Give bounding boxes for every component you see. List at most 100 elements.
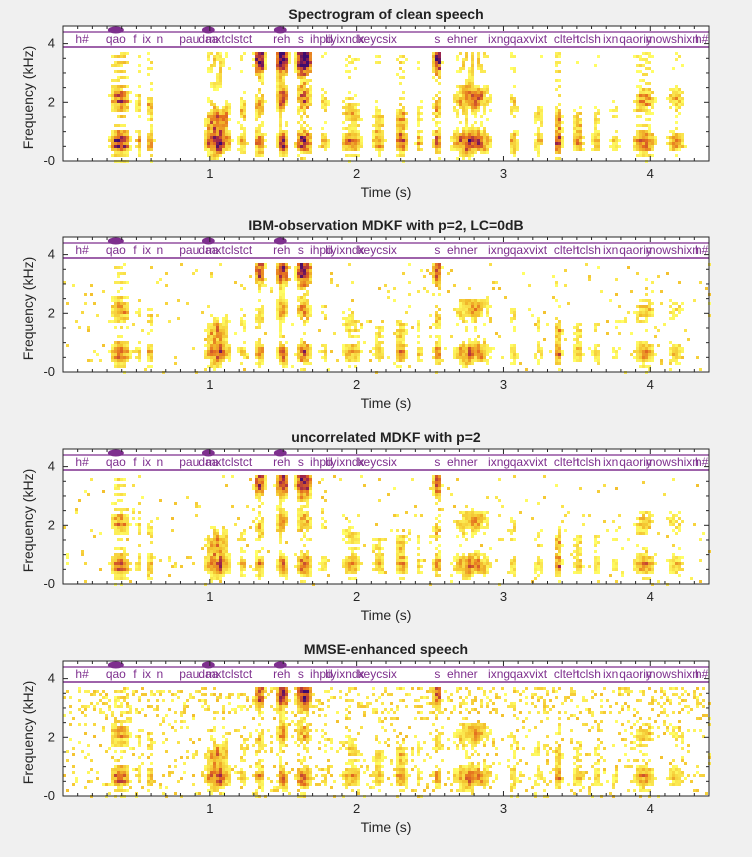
- heatmap-cell: [648, 148, 651, 151]
- heatmap-cell: [282, 523, 285, 526]
- heatmap-cell: [435, 151, 438, 154]
- heatmap-cell: [480, 139, 483, 142]
- heatmap-cell: [672, 344, 675, 347]
- heatmap-cell: [357, 347, 360, 350]
- heatmap-cell: [393, 299, 396, 302]
- heatmap-cell: [561, 115, 564, 118]
- heatmap-cell: [255, 281, 258, 284]
- heatmap-cell: [678, 106, 681, 109]
- heatmap-cell: [642, 154, 645, 157]
- heatmap-cell: [261, 109, 264, 112]
- heatmap-cell: [129, 139, 132, 142]
- heatmap-cell: [483, 553, 486, 556]
- heatmap-cell: [540, 124, 543, 127]
- heatmap-cell: [213, 350, 216, 353]
- heatmap-cell: [651, 281, 654, 284]
- heatmap-cell: [675, 106, 678, 109]
- heatmap-cell: [210, 541, 213, 544]
- heatmap-cell: [120, 106, 123, 109]
- heatmap-cell: [210, 344, 213, 347]
- heatmap-cell: [300, 76, 303, 79]
- heatmap-cell: [477, 127, 480, 130]
- heatmap-cell: [681, 356, 684, 359]
- heatmap-cell: [261, 58, 264, 61]
- heatmap-cell: [489, 109, 492, 112]
- heatmap-cell: [534, 577, 537, 580]
- heatmap-cell: [303, 130, 306, 133]
- heatmap-cell: [402, 76, 405, 79]
- heatmap-cell: [381, 568, 384, 571]
- heatmap-cell: [681, 97, 684, 100]
- heatmap-cell: [150, 115, 153, 118]
- heatmap-cell: [375, 109, 378, 112]
- heatmap-cell: [303, 499, 306, 502]
- heatmap-cell: [300, 109, 303, 112]
- heatmap-cell: [282, 529, 285, 532]
- heatmap-cell: [279, 514, 282, 517]
- heatmap-cell: [240, 550, 243, 553]
- heatmap-cell: [561, 559, 564, 562]
- heatmap-cell: [333, 332, 336, 335]
- heatmap-cell: [225, 344, 228, 347]
- heatmap-cell: [468, 151, 471, 154]
- heatmap-cell: [258, 67, 261, 70]
- heatmap-cell: [306, 305, 309, 308]
- heatmap-cell: [396, 353, 399, 356]
- heatmap-cell: [456, 311, 459, 314]
- heatmap-cell: [324, 109, 327, 112]
- heatmap-cell: [300, 266, 303, 269]
- heatmap-cell: [213, 532, 216, 535]
- heatmap-cell: [300, 508, 303, 511]
- heatmap-cell: [561, 544, 564, 547]
- heatmap-cell: [459, 121, 462, 124]
- heatmap-cell: [489, 320, 492, 323]
- heatmap-cell: [381, 341, 384, 344]
- heatmap-cell: [225, 341, 228, 344]
- heatmap-cell: [615, 278, 618, 281]
- heatmap-cell: [555, 359, 558, 362]
- phoneme-label: s: [434, 243, 440, 257]
- heatmap-cell: [204, 538, 207, 541]
- heatmap-cell: [147, 359, 150, 362]
- heatmap-cell: [480, 133, 483, 136]
- heatmap-cell: [351, 541, 354, 544]
- heatmap-cell: [462, 112, 465, 115]
- heatmap-cell: [138, 133, 141, 136]
- heatmap-cell: [210, 323, 213, 326]
- heatmap-cell: [111, 64, 114, 67]
- heatmap-cell: [213, 335, 216, 338]
- heatmap-cell: [615, 142, 618, 145]
- heatmap-cell: [465, 329, 468, 332]
- heatmap-cell: [477, 523, 480, 526]
- heatmap-cell: [78, 326, 81, 329]
- heatmap-cell: [309, 305, 312, 308]
- heatmap-cell: [651, 142, 654, 145]
- heatmap-cell: [138, 299, 141, 302]
- heatmap-cell: [501, 538, 504, 541]
- heatmap-cell: [516, 130, 519, 133]
- heatmap-cell: [516, 145, 519, 148]
- heatmap-cell: [126, 109, 129, 112]
- heatmap-cell: [351, 112, 354, 115]
- heatmap-cell: [405, 142, 408, 145]
- heatmap-cell: [321, 526, 324, 529]
- heatmap-cell: [459, 317, 462, 320]
- heatmap-cell: [537, 565, 540, 568]
- heatmap-cell: [354, 139, 357, 142]
- heatmap-cell: [588, 275, 591, 278]
- heatmap-cell: [513, 344, 516, 347]
- heatmap-cell: [639, 154, 642, 157]
- heatmap-cell: [126, 347, 129, 350]
- heatmap-cell: [399, 121, 402, 124]
- heatmap-cell: [639, 55, 642, 58]
- heatmap-cell: [138, 106, 141, 109]
- heatmap-cell: [540, 115, 543, 118]
- heatmap-cell: [483, 338, 486, 341]
- heatmap-cell: [261, 55, 264, 58]
- heatmap-cell: [459, 100, 462, 103]
- heatmap-cell: [615, 130, 618, 133]
- heatmap-cell: [123, 550, 126, 553]
- heatmap-cell: [306, 142, 309, 145]
- heatmap-cell: [213, 124, 216, 127]
- heatmap-cell: [528, 308, 531, 311]
